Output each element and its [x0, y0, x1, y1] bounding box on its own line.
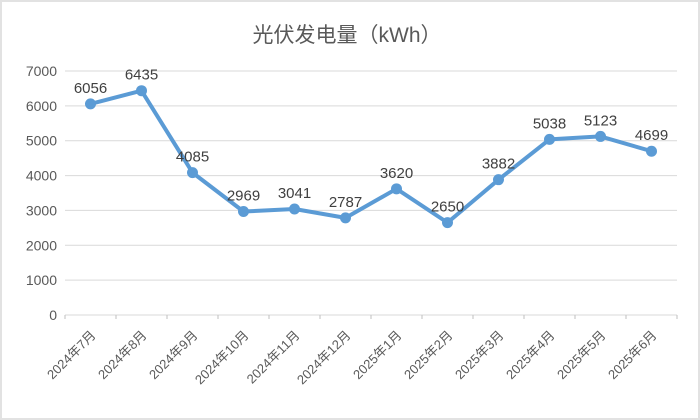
data-label: 3882 [482, 156, 515, 173]
x-tick-label: 2024年8月 [95, 328, 150, 383]
x-tick-label: 2025年1月 [350, 328, 405, 383]
data-label: 2969 [227, 188, 260, 205]
y-tick-label: 0 [49, 307, 57, 323]
data-label: 5123 [584, 112, 617, 129]
data-point [238, 206, 249, 218]
x-tick-label: 2024年12月 [294, 328, 354, 388]
data-label: 6056 [74, 80, 107, 97]
data-series [85, 85, 657, 229]
data-label: 5038 [533, 115, 566, 132]
y-tick-label: 1000 [26, 272, 57, 288]
y-tick-label: 4000 [26, 168, 57, 184]
data-labels: 6056 6435 4085 2969 3041 2787 3620 2650 3882 5038… [74, 67, 668, 216]
data-point [391, 183, 402, 195]
data-point [340, 212, 351, 224]
y-tick-label: 7000 [26, 63, 57, 79]
data-label: 3041 [278, 185, 311, 202]
data-label: 3620 [380, 165, 413, 182]
data-label: 4085 [176, 149, 209, 166]
y-tick-label: 2000 [26, 237, 57, 253]
data-point [289, 203, 300, 215]
data-point [646, 145, 657, 157]
data-label: 6435 [125, 67, 158, 84]
series-line [88, 88, 654, 225]
data-point [85, 98, 96, 110]
x-axis-labels: 2024年7月2024年8月2024年9月2024年10月2024年11月202… [44, 328, 660, 388]
data-label: 2650 [431, 199, 464, 216]
x-tick-label: 2025年5月 [554, 328, 609, 383]
y-tick-label: 3000 [26, 202, 57, 218]
x-tick-label: 2024年7月 [44, 328, 99, 383]
chart-title: 光伏发电量（kWh） [253, 24, 442, 47]
y-tick-label: 6000 [26, 98, 57, 114]
data-label: 4699 [635, 127, 668, 144]
x-tick-label: 2024年9月 [146, 328, 201, 383]
data-point [493, 174, 504, 186]
gridlines [64, 70, 678, 319]
data-point [544, 133, 555, 145]
y-axis-labels: 0 1000 2000 3000 4000 5000 6000 7000 [26, 63, 57, 323]
x-tick-label: 2024年10月 [192, 328, 252, 388]
x-tick-label: 2025年3月 [452, 328, 507, 383]
data-point [187, 167, 198, 179]
x-tick-label: 2025年2月 [401, 328, 456, 383]
data-point [442, 217, 453, 229]
x-tick-label: 2025年4月 [503, 328, 558, 383]
y-tick-label: 5000 [26, 133, 57, 149]
data-point [136, 85, 147, 97]
x-tick-label: 2025年6月 [605, 328, 660, 383]
data-label: 2787 [329, 194, 362, 211]
data-point [595, 130, 606, 142]
